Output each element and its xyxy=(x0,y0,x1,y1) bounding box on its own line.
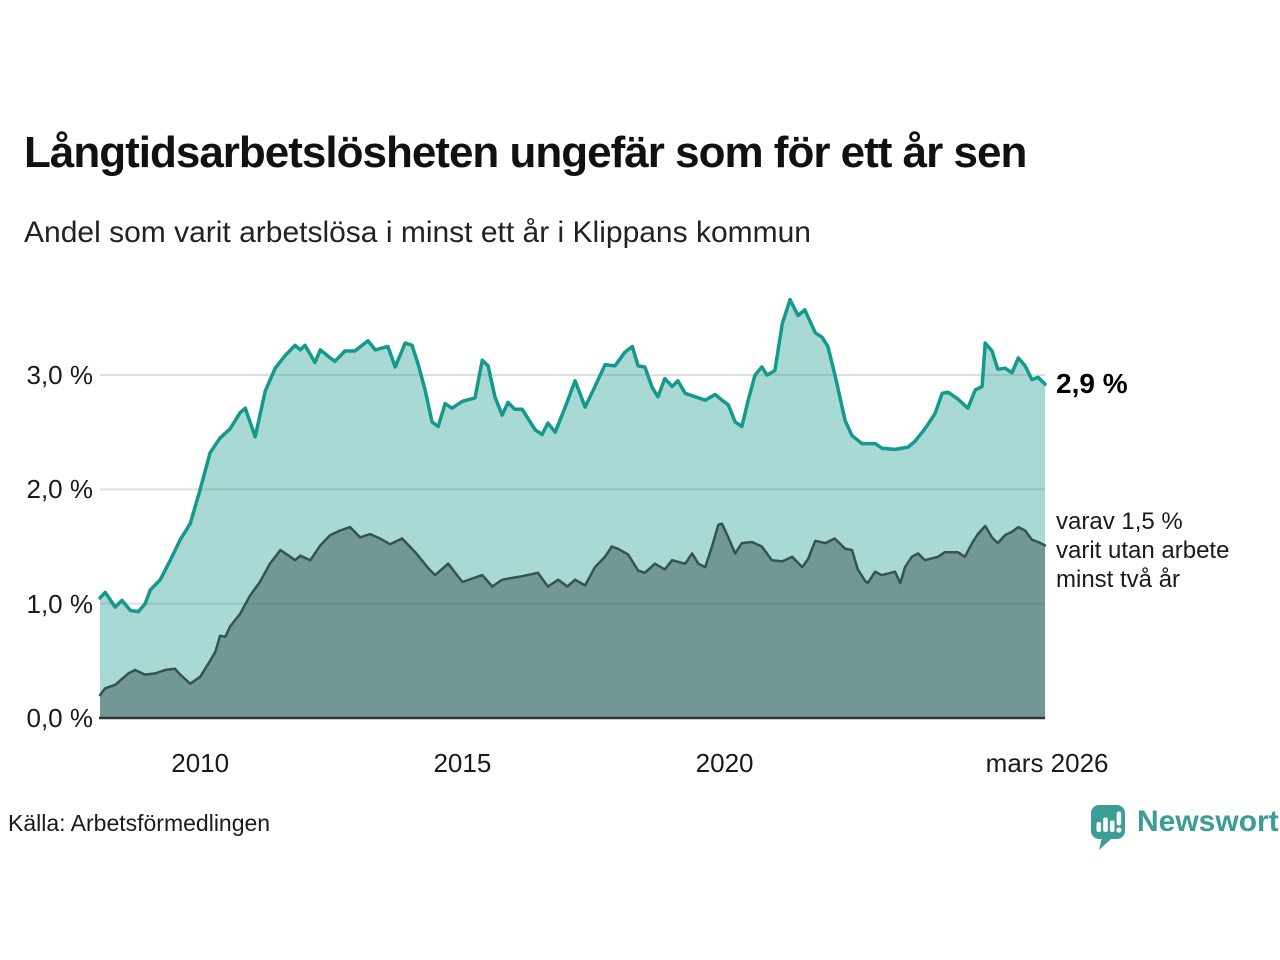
source-note: Källa: Arbetsförmedlingen xyxy=(8,810,271,836)
two-year-note-label: varav 1,5 % varit utan arbete minst två … xyxy=(1056,508,1230,593)
y-tick-label: 3,0 % xyxy=(26,360,94,391)
newsworthy-logo: Newsworthy xyxy=(1088,802,1280,852)
series-line-1 xyxy=(98,522,1047,697)
series-area-1 xyxy=(100,523,1045,718)
series-area-0 xyxy=(100,299,1045,718)
latest-value-label: 2,9 % xyxy=(1056,368,1128,400)
chart-title: Långtidsarbetslösheten ungefär som för e… xyxy=(24,128,1027,177)
y-tick-label: 0,0 % xyxy=(26,703,94,733)
y-tick-label: 1,0 % xyxy=(26,588,94,619)
x-tick-label: 2015 xyxy=(433,748,492,778)
x-tick-label: mars 2026 xyxy=(985,748,1109,778)
newsworthy-wordmark: Newsworthy xyxy=(1137,805,1280,838)
x-tick-label: 2010 xyxy=(171,748,230,778)
y-tick-label: 2,0 % xyxy=(26,474,94,505)
x-tick-label: 2020 xyxy=(695,748,754,778)
series-line-0 xyxy=(98,297,1047,614)
newsworthy-bubble-chart-icon xyxy=(1091,805,1125,850)
chart-subtitle: Andel som varit arbetslösa i minst ett å… xyxy=(24,216,811,249)
